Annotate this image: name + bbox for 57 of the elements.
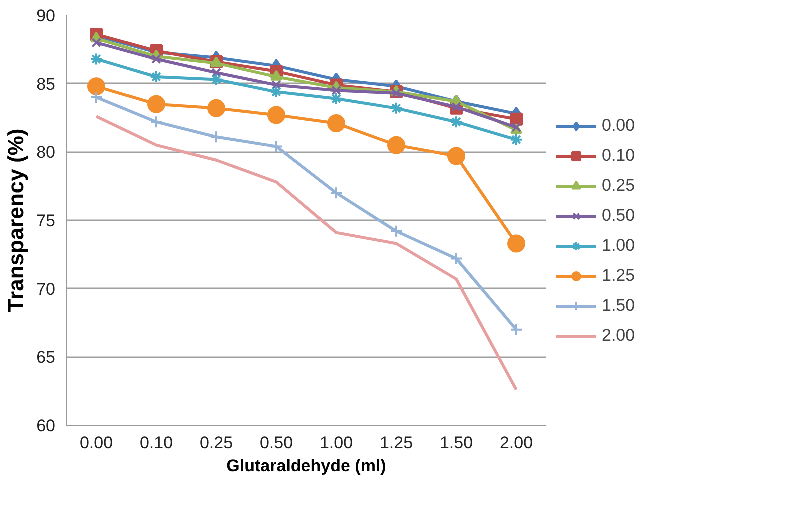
point: [448, 147, 466, 166]
x-tick-label: 1.50: [440, 434, 474, 452]
legend-label: 0.00: [602, 116, 636, 136]
point: [268, 106, 286, 124]
point: [330, 186, 343, 200]
point: [208, 99, 226, 118]
point: [390, 102, 403, 115]
y-tick-label: 70: [36, 280, 56, 299]
point: [90, 52, 103, 66]
x-tick-label: 2.00: [500, 434, 534, 452]
legend-label: 1.50: [602, 296, 636, 316]
point: [510, 133, 523, 146]
legend-label: 0.10: [602, 146, 636, 166]
legend-label: 1.25: [602, 266, 636, 286]
y-axis-title: Transparency (%): [4, 128, 29, 312]
x-tick-label: 1.25: [380, 434, 414, 452]
point: [270, 140, 283, 154]
point: [392, 88, 402, 98]
point: [150, 70, 163, 84]
x-tick-label: 0.50: [260, 434, 294, 452]
x-tick-label: 1.00: [320, 434, 354, 452]
point: [210, 73, 223, 86]
x-tick-label: 0.00: [80, 434, 114, 452]
point: [330, 92, 343, 106]
point: [88, 78, 106, 96]
y-tick-label: 60: [36, 416, 56, 436]
point: [388, 136, 406, 154]
point: [152, 54, 162, 64]
y-tick-label: 90: [36, 6, 56, 26]
point: [328, 114, 346, 132]
legend-label: 0.50: [602, 206, 636, 226]
point: [508, 234, 526, 253]
point: [270, 86, 283, 99]
point: [510, 323, 523, 336]
point: [390, 224, 403, 238]
y-tick-label: 65: [36, 348, 56, 368]
point: [150, 116, 163, 129]
line-series: [95, 115, 518, 392]
x-tick-label: 0.25: [200, 434, 234, 452]
point: [148, 95, 166, 114]
y-tick-label: 75: [36, 212, 56, 230]
legend-label: 1.00: [602, 236, 636, 256]
point: [92, 38, 102, 48]
x-axis-title: Glutaraldehyde (ml): [226, 456, 386, 476]
point: [90, 91, 103, 104]
point: [450, 116, 463, 129]
legend-label: 0.25: [602, 176, 636, 196]
point: [332, 86, 342, 96]
y-tick-label: 85: [36, 74, 56, 94]
point: [450, 252, 463, 266]
point: [272, 80, 282, 90]
x-tick-label: 0.10: [140, 434, 174, 452]
point: [210, 130, 223, 144]
point: [212, 68, 222, 78]
point: [270, 70, 282, 81]
y-tick-label: 80: [36, 143, 56, 162]
legend-label: 2.00: [602, 326, 636, 346]
